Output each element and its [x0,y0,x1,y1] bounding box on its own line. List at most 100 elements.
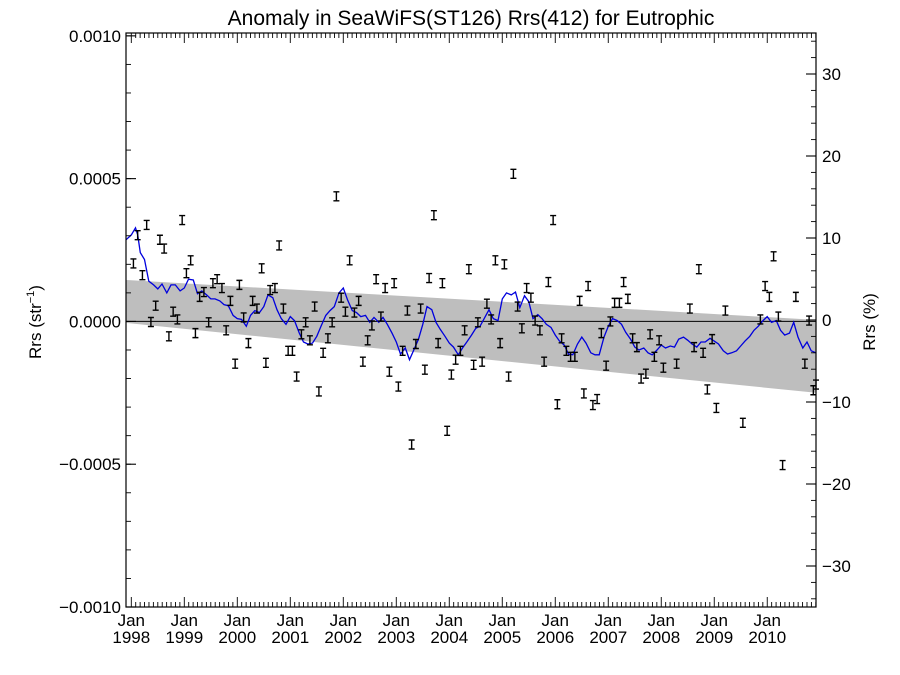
data-point [346,255,353,266]
data-point [554,399,561,410]
right-tick-label: −10 [822,393,851,412]
data-point [258,263,265,274]
data-point [594,393,601,405]
left-tick-label: 0.0010 [69,27,121,46]
left-tick-label: 0.0005 [69,170,121,189]
data-point [285,345,292,357]
left-tick-label: −0.0005 [59,455,121,474]
data-point [143,219,150,231]
data-point [611,297,618,309]
x-tick-month-label: Jan [754,611,781,630]
data-point [541,356,548,367]
data-point [386,366,393,377]
x-tick-month-label: Jan [701,611,728,630]
data-point [766,291,773,303]
y-axis-right-label: Rrs (%) [860,293,879,351]
data-point [713,402,720,414]
data-point [373,273,380,285]
y-axis-left-label: Rrs (str−1) [25,285,45,359]
data-point [660,362,667,373]
data-point [691,341,698,353]
data-point [223,325,230,336]
x-axis: Jan1998Jan1999Jan2000Jan2001Jan2002Jan20… [112,33,817,647]
data-point [311,301,318,312]
right-tick-label: 10 [822,229,841,248]
x-tick-year-label: 2010 [748,628,786,647]
data-point [359,356,366,367]
data-point [435,337,442,349]
data-point [377,311,384,322]
data-point [209,277,216,289]
data-point [700,347,707,359]
data-point [673,358,680,369]
data-point [426,272,433,284]
data-point [174,314,181,325]
data-point [801,358,808,369]
data-point [165,331,172,342]
data-point [417,303,424,314]
x-tick-year-label: 2009 [695,628,733,647]
data-point [262,357,269,369]
data-point [545,276,552,288]
data-point [271,282,278,294]
data-point [474,317,481,328]
data-point [479,356,486,367]
data-point [536,325,543,336]
data-point [130,258,137,269]
data-point [523,282,530,294]
data-point [518,323,525,334]
data-point [633,341,640,353]
data-point [806,315,813,326]
data-point [249,295,256,307]
data-point [470,359,477,371]
data-point [620,276,627,288]
data-point [315,386,322,397]
data-point [439,277,446,289]
data-point [245,337,252,349]
data-point [624,293,631,305]
data-point [240,312,247,323]
data-point [603,360,610,371]
data-point [170,306,177,317]
data-point [368,320,375,331]
data-point [329,317,336,328]
data-point [399,345,406,357]
x-tick-year-label: 2005 [483,628,521,647]
data-point [306,335,313,346]
x-tick-month-label: Jan [224,611,251,630]
data-point [656,335,663,346]
x-tick-year-label: 2003 [377,628,415,647]
data-point [571,351,578,363]
x-tick-month-label: Jan [171,611,198,630]
x-tick-year-label: 2008 [642,628,680,647]
data-point [558,333,565,344]
data-point [267,284,274,296]
data-point [293,371,300,382]
x-tick-year-label: 1999 [165,628,203,647]
x-tick-year-label: 2006 [536,628,574,647]
data-point [227,295,234,307]
data-point [395,381,402,392]
data-point [324,333,331,344]
left-y-axis: 0.0010 0.0005 0.0000 −0.0005 −0.0010 [59,27,136,617]
x-tick-year-label: 2001 [271,628,309,647]
data-point [709,333,716,345]
data-point [779,459,786,471]
data-point [686,303,693,314]
data-point [510,168,517,179]
x-tick-month-label: Jan [277,611,304,630]
x-tick-year-label: 2007 [589,628,627,647]
data-point [179,214,186,226]
data-point [465,263,472,275]
data-point [461,325,468,336]
data-point [355,295,362,307]
data-point [391,277,398,289]
right-y-axis: 30 20 10 0 −10 −20 −30 [806,40,851,600]
x-tick-month-label: Jan [383,611,410,630]
data-point [532,315,539,326]
chart-title: Anomaly in SeaWiFS(ST126) Rrs(412) for E… [228,7,715,30]
data-point [205,317,212,328]
data-point [421,364,428,375]
data-point [704,384,711,395]
